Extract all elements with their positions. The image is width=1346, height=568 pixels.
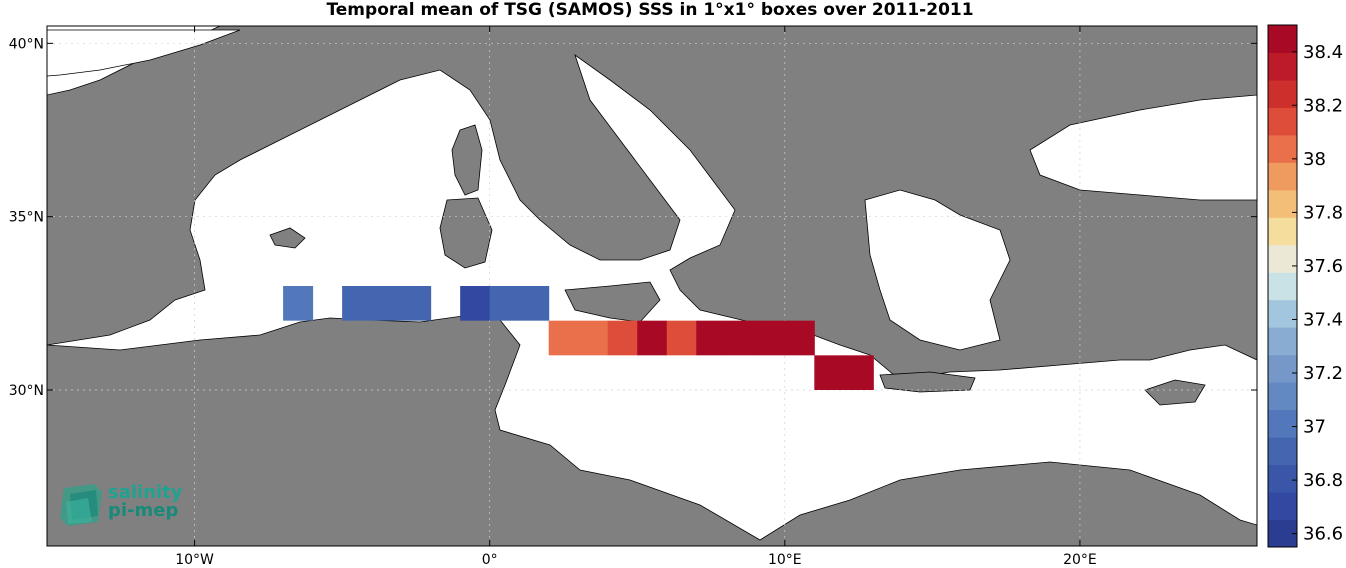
balearic-islands <box>269 227 306 249</box>
sss-box <box>401 286 432 321</box>
sss-box <box>784 320 815 356</box>
colorbar-swatch <box>1268 244 1297 273</box>
y-axis-ticks: 40°N 35°N 30°N <box>9 36 1257 399</box>
corsica-island <box>451 124 483 196</box>
colorbar-swatch <box>1268 162 1297 191</box>
sss-box <box>578 320 609 356</box>
sss-box <box>342 286 373 321</box>
colorbar-frame <box>1267 24 1298 548</box>
colorbar-tick-label: 37.2 <box>1303 363 1343 384</box>
colorbar-swatch <box>1268 272 1297 301</box>
colorbar-swatch <box>1268 354 1297 383</box>
colorbar-swatch <box>1268 25 1297 53</box>
colorbar-swatch <box>1268 189 1297 218</box>
sss-box <box>755 320 786 356</box>
sss-box <box>637 320 668 356</box>
logo-text-line1: salinity <box>108 482 183 503</box>
sss-box <box>489 286 520 321</box>
colorbar-swatch <box>1268 52 1297 81</box>
colorbar-swatch <box>1268 134 1297 163</box>
sss-box <box>725 320 756 356</box>
colorbar-swatch <box>1268 464 1297 493</box>
sss-box <box>283 286 314 321</box>
colorbar-tick-label: 38.4 <box>1303 42 1343 63</box>
colorbar-tick-label: 37.8 <box>1303 202 1343 223</box>
colorbar-ticks: 38.4 38.2 38 37.8 37.6 37.4 37.2 37 36.8 36.6 <box>1292 42 1343 545</box>
sss-box <box>607 320 638 356</box>
sss-box <box>460 286 491 321</box>
colorbar-tick-label: 38.2 <box>1303 95 1343 116</box>
colorbar-swatch <box>1268 437 1297 466</box>
map-canvas: 10°W 0° 10°E 20°E 40°N 35°N 30°N <box>9 25 1258 568</box>
colorbar-swatch <box>1268 217 1297 246</box>
black-sea <box>1029 94 1257 201</box>
x-axis-ticks: 10°W 0° 10°E 20°E <box>175 26 1097 568</box>
sss-box <box>548 320 579 356</box>
y-tick-label: 40°N <box>9 36 44 52</box>
colorbar-tick-label: 36.6 <box>1303 524 1343 545</box>
logo-mark-icon <box>60 484 102 526</box>
sss-box <box>843 355 874 390</box>
map-title: Temporal mean of TSG (SAMOS) SSS in 1°x1… <box>326 0 974 20</box>
colorbar-swatch <box>1268 79 1297 108</box>
x-tick-label: 10°E <box>768 552 802 568</box>
crete-island <box>879 371 976 393</box>
sss-boxes <box>283 286 874 390</box>
salinity-pi-mep-logo: salinity pi-mep <box>58 482 198 528</box>
sss-box <box>371 286 402 321</box>
sss-box <box>666 320 697 356</box>
sss-box <box>814 355 845 390</box>
colorbar-tick-label: 37.4 <box>1303 309 1343 330</box>
x-tick-label: 20°E <box>1063 552 1097 568</box>
sss-box <box>696 320 727 356</box>
x-tick-label: 0° <box>482 552 498 568</box>
colorbar-swatch <box>1268 382 1297 411</box>
map-frame <box>46 25 1258 547</box>
colorbar-tick-label: 36.8 <box>1303 470 1343 491</box>
logo-text-line2: pi-mep <box>108 500 179 521</box>
colorbar-swatch <box>1268 107 1297 136</box>
sicily-island <box>564 281 661 323</box>
x-tick-label: 10°W <box>175 552 214 568</box>
colorbar-swatch <box>1268 299 1297 328</box>
colorbar-swatch <box>1268 409 1297 438</box>
bay-of-biscay <box>47 29 241 77</box>
colorbar-tick-label: 37 <box>1303 417 1326 438</box>
colorbar-swatch <box>1268 519 1297 548</box>
y-tick-label: 35°N <box>9 210 44 226</box>
sardinia-island <box>439 197 493 269</box>
y-tick-label: 30°N <box>9 383 44 399</box>
colorbar-swatch <box>1268 492 1297 521</box>
colorbar-swatch <box>1268 327 1297 356</box>
colorbar-tick-label: 37.6 <box>1303 256 1343 277</box>
colorbar-tick-label: 38 <box>1303 149 1326 170</box>
colorbar-swatches <box>1268 25 1297 548</box>
aegean-sea <box>864 189 1011 351</box>
cyprus-island <box>1144 379 1206 406</box>
sss-box <box>519 286 550 321</box>
